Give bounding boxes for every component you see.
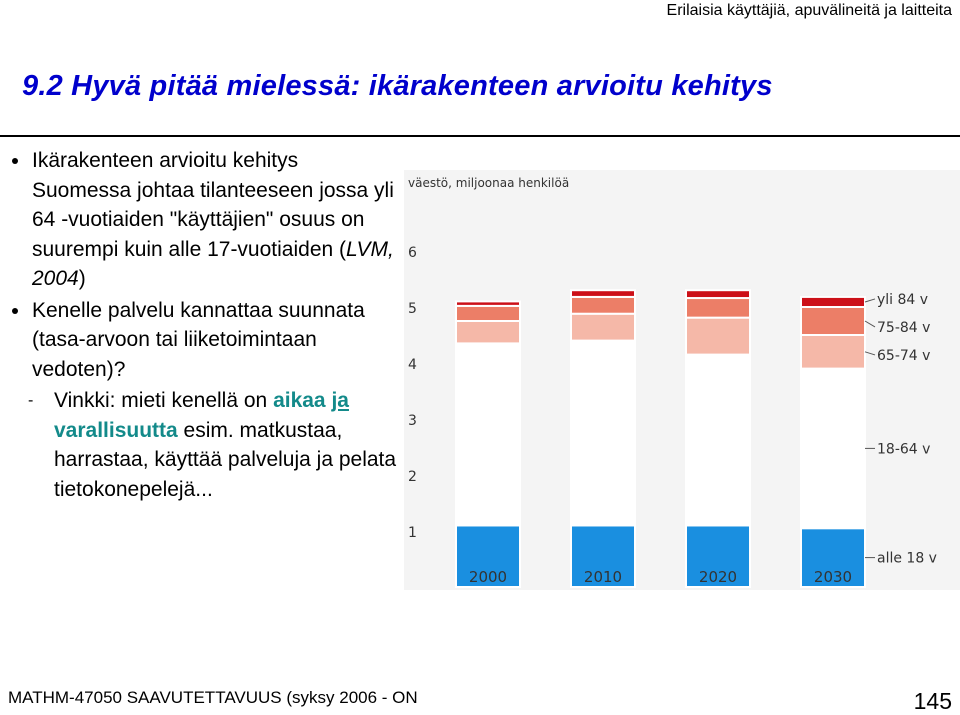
y-tick-label: 4 [408, 357, 417, 373]
bar-segment-18-64-v [800, 367, 866, 530]
bar-segment-65-74-v [455, 320, 521, 345]
course-topic-header: Erilaisia käyttäjiä, apuvälineitä ja lai… [666, 2, 952, 19]
bullet-list: Ikärakenteen arvioitu kehitys Suomessa j… [10, 146, 400, 504]
y-tick-label: 2 [408, 469, 417, 485]
legend-label: 65-74 v [877, 348, 930, 364]
legend-label: 18-64 v [877, 441, 930, 457]
x-category-label: 2020 [699, 568, 737, 586]
bar-segment-75-84-v [685, 297, 751, 319]
chart-title: väestö, miljoonaa henkilöä [408, 176, 569, 190]
slide-title: 9.2 Hyvä pitää mielessä: ikärakenteen ar… [22, 70, 773, 102]
bar-segment-18-64-v [455, 342, 521, 527]
sub-text-end: esim. matkustaa, harrastaa, käyttää palv… [54, 418, 397, 501]
bullet-item-target-audience: Kenelle palvelu kannattaa suunnata (tasa… [10, 296, 400, 385]
source-citation: LVM, 2004 [32, 237, 394, 291]
legend-label: alle 18 v [877, 551, 937, 567]
sub-bullet-dash: - [28, 392, 34, 409]
bar-segment-yli-84-v [685, 289, 751, 300]
y-tick-label: 3 [408, 413, 417, 429]
footer-course: MATHM-47050 SAAVUTETTAVUUS (syksy 2006 -… [8, 688, 418, 707]
bar-segment-yli-84-v [455, 300, 521, 307]
legend-connector [864, 320, 876, 328]
y-tick-label: 1 [408, 525, 417, 541]
bar-segment-65-74-v [685, 316, 751, 356]
highlight-and: ja [331, 389, 349, 412]
bar-segment-65-74-v [800, 334, 866, 370]
sub-bullet-hint: - Vinkki: mieti kenellä on aikaa ja varal… [10, 386, 400, 504]
legend-label: 75-84 v [877, 320, 930, 336]
bar-segment-alle-18-v [455, 524, 521, 588]
title-divider [0, 135, 960, 137]
bar-segment-alle-18-v [570, 524, 636, 588]
bullet-item-age-structure: Ikärakenteen arvioitu kehitys Suomessa j… [10, 146, 400, 294]
legend-connector [864, 351, 876, 356]
bar-segment-65-74-v [570, 312, 636, 342]
y-tick-label: 6 [408, 245, 417, 261]
page-number: 145 [913, 688, 952, 714]
bullet-text: Ikärakenteen arvioitu kehitys Suomessa j… [32, 149, 394, 261]
highlight-time: aikaa [273, 389, 326, 412]
bar-segment-alle-18-v [685, 524, 751, 588]
bar-segment-alle-18-v [800, 527, 866, 589]
bar-segment-18-64-v [685, 353, 751, 527]
legend-connector [864, 298, 876, 303]
x-category-label: 2010 [584, 568, 622, 586]
bar-segment-yli-84-v [800, 295, 866, 308]
bar-segment-75-84-v [570, 295, 636, 315]
y-tick-label: 5 [408, 301, 417, 317]
bar-segment-yli-84-v [570, 289, 636, 298]
population-chart: väestö, miljoonaa henkilöä 1 2 3 4 5 6 2000 20… [404, 170, 960, 590]
bar-segment-18-64-v [570, 339, 636, 527]
bar-segment-75-84-v [455, 304, 521, 323]
x-category-label: 2000 [469, 568, 507, 586]
bullet-text-end: ) [78, 267, 86, 290]
highlight-wealth: varallisuutta [54, 418, 178, 442]
x-category-label: 2030 [814, 568, 852, 586]
sub-text-start: Vinkki: mieti kenellä on [54, 389, 274, 412]
bullet-text: Kenelle palvelu kannattaa suunnata (tasa… [32, 298, 365, 381]
bar-segment-75-84-v [800, 306, 866, 336]
legend-label: yli 84 v [877, 292, 928, 308]
